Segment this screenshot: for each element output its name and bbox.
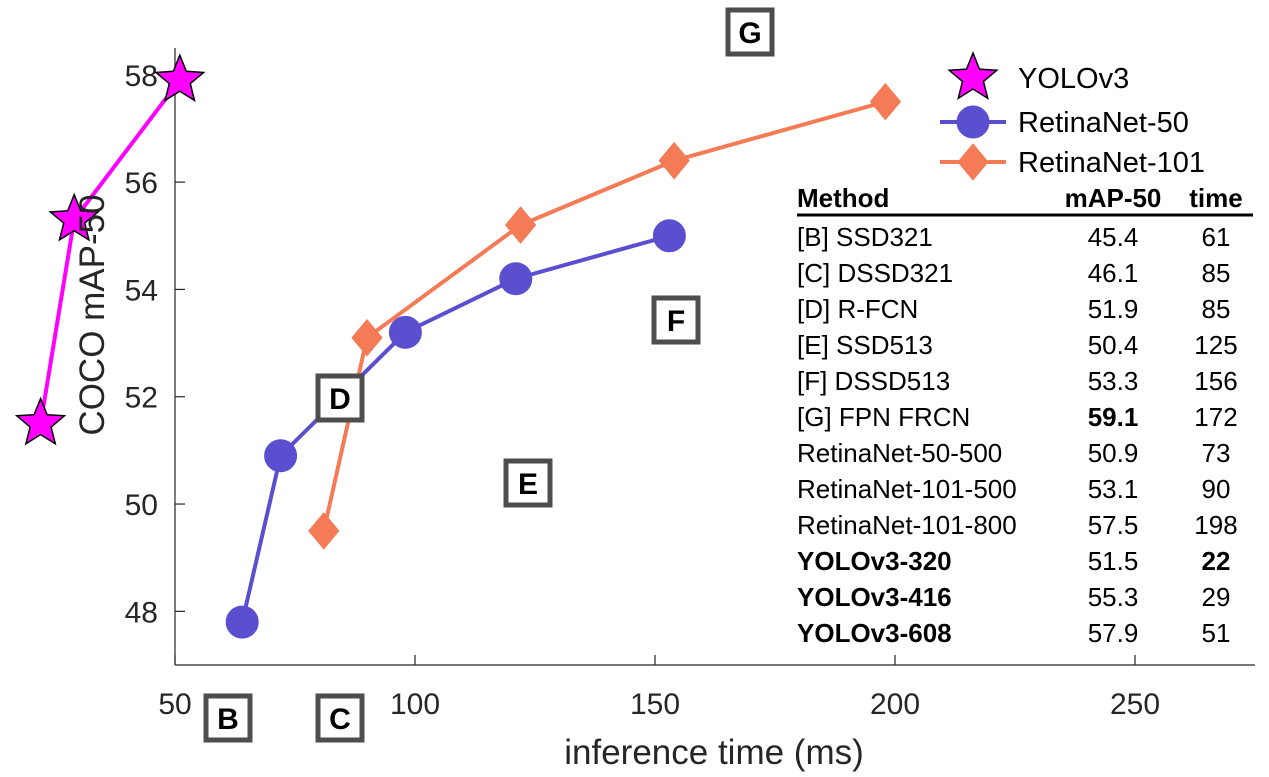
baseline-box-e [503, 458, 553, 508]
table-cell-time: 90 [1202, 474, 1231, 504]
table-cell-map: 53.3 [1088, 366, 1139, 396]
x-tick-label: 100 [390, 688, 440, 721]
table-cell-time: 61 [1202, 222, 1231, 252]
baseline-box-label: C [329, 703, 351, 736]
data-point-retinanet-50 [225, 605, 259, 639]
y-tick-label: 54 [125, 274, 158, 307]
series-line-retinanet-50 [240, 233, 670, 623]
table-cell-time: 156 [1194, 366, 1237, 396]
table-cell-time: 51 [1202, 618, 1231, 648]
y-tick-label: 50 [125, 489, 158, 522]
table-cell-method: YOLOv3-608 [797, 618, 952, 648]
x-tick-label: 200 [870, 688, 920, 721]
data-point-retinanet-101 [658, 141, 690, 180]
table-cell-method: RetinaNet-101-800 [797, 510, 1017, 540]
y-axis-title: COCO mAP-50 [73, 194, 112, 435]
table-cell-method: RetinaNet-50-500 [797, 438, 1002, 468]
table-cell-method: [E] SSD513 [797, 330, 933, 360]
data-point-retinanet-50 [388, 315, 422, 349]
x-tick-label: 150 [630, 688, 680, 721]
table-cell-map: 50.4 [1088, 330, 1139, 360]
table-cell-time: 85 [1202, 258, 1231, 288]
data-point-retinanet-50 [264, 439, 298, 473]
x-tick-label: 50 [158, 688, 191, 721]
baseline-box-label: G [738, 17, 761, 50]
legend-label-retinanet-101: RetinaNet-101 [1018, 147, 1205, 179]
data-point-retinanet-101 [869, 82, 902, 121]
legend: YOLOv3 RetinaNet-50 RetinaNet-101 [940, 50, 1205, 181]
table-cell-time: 85 [1202, 294, 1231, 324]
table-cell-time: 29 [1202, 582, 1231, 612]
table-header-method: Method [797, 183, 889, 213]
legend-marker-retinanet-101 [957, 143, 989, 181]
legend-label-yolov3: YOLOv3 [1018, 63, 1129, 95]
table-cell-map: 51.5 [1088, 546, 1139, 576]
data-point-yolov3 [154, 53, 206, 103]
y-tick-label: 48 [125, 596, 158, 629]
table-header-time: time [1189, 183, 1242, 213]
data-point-retinanet-101 [308, 512, 340, 550]
x-axis-title: inference time (ms) [564, 733, 864, 772]
data-point-retinanet-101 [504, 206, 537, 244]
results-table: Method mAP-50 time [B] SSD321 45.4 61 [C] DSSD… [797, 183, 1253, 648]
table-cell-method: [C] DSSD321 [797, 258, 953, 288]
baseline-box-label: F [667, 305, 685, 338]
table-cell-time: 73 [1202, 438, 1231, 468]
y-tick-label: 52 [125, 382, 158, 415]
baseline-box-label: D [329, 383, 351, 416]
table-cell-map: 57.9 [1088, 618, 1139, 648]
baseline-box-label: E [518, 468, 538, 501]
table-cell-map: 46.1 [1088, 258, 1139, 288]
data-point-retinanet-101 [351, 318, 383, 357]
table-cell-method: YOLOv3-320 [797, 546, 952, 576]
table-cell-map: 45.4 [1088, 222, 1139, 252]
table-cell-time: 125 [1194, 330, 1237, 360]
baseline-box-c [315, 693, 365, 743]
table-cell-method: YOLOv3-416 [797, 582, 952, 612]
table-cell-map: 59.1 [1088, 402, 1139, 432]
baseline-box-f [651, 295, 701, 345]
baseline-boxes: B C D E F G [203, 7, 775, 743]
legend-marker-retinanet-50 [956, 105, 990, 139]
table-cell-map: 50.9 [1088, 438, 1139, 468]
table-cell-map: 55.3 [1088, 582, 1139, 612]
y-tick-label: 56 [125, 167, 158, 200]
legend-marker-yolov3 [947, 50, 999, 100]
baseline-box-label: B [217, 703, 239, 736]
data-point-retinanet-50 [652, 219, 686, 253]
table-cell-map: 53.1 [1088, 474, 1139, 504]
table-cell-time: 22 [1202, 546, 1231, 576]
table-cell-time: 172 [1194, 402, 1237, 432]
data-point-yolov3 [48, 192, 100, 242]
data-point-yolov3 [14, 396, 67, 446]
table-cell-method: [B] SSD321 [797, 222, 933, 252]
table-cell-time: 198 [1194, 510, 1237, 540]
table-cell-method: [F] DSSD513 [797, 366, 950, 396]
table-cell-method: [G] FPN FRCN [797, 402, 970, 432]
baseline-box-b [203, 693, 253, 743]
table-cell-map: 51.9 [1088, 294, 1139, 324]
table-header-map: mAP-50 [1065, 183, 1162, 213]
baseline-box-d [315, 373, 365, 423]
baseline-box-g [725, 7, 775, 57]
axes: 50 100 150 200 250 48 50 52 54 56 58 [125, 48, 1255, 721]
x-tick-label: 250 [1110, 688, 1160, 721]
table-cell-map: 57.5 [1088, 510, 1139, 540]
table-cell-method: RetinaNet-101-500 [797, 474, 1017, 504]
legend-label-retinanet-50: RetinaNet-50 [1018, 107, 1189, 139]
series-layer [14, 53, 902, 639]
table-cell-method: [D] R-FCN [797, 294, 918, 324]
data-point-retinanet-50 [499, 262, 533, 296]
y-tick-label: 58 [125, 60, 158, 93]
